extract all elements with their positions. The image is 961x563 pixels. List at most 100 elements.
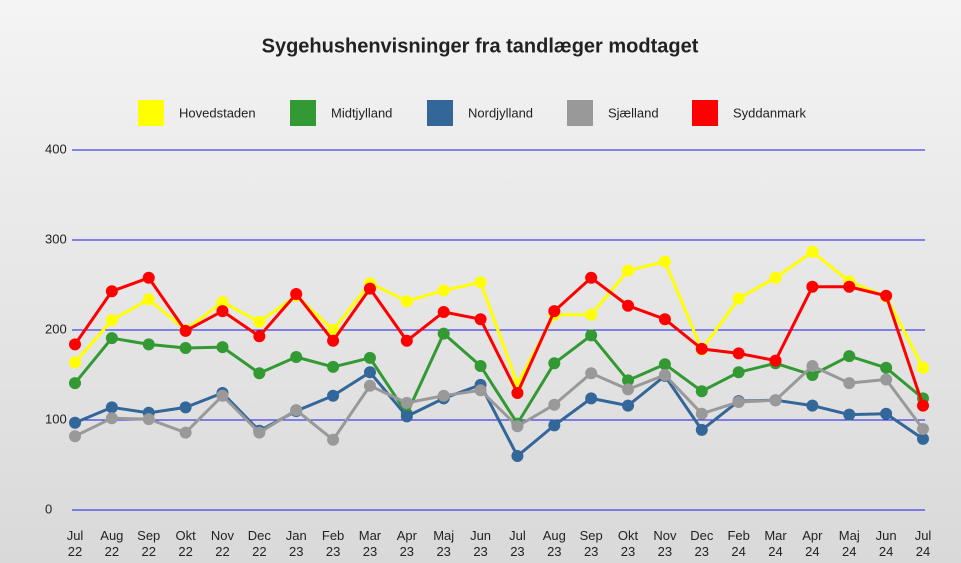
x-tick-label: Dec 23 — [690, 528, 714, 559]
series-point — [437, 306, 450, 318]
series-point — [548, 419, 561, 432]
x-tick-label: Nov 23 — [653, 528, 677, 559]
series-point — [622, 383, 635, 396]
series-point — [695, 342, 708, 355]
legend-swatch — [138, 100, 164, 126]
series-point — [548, 357, 561, 370]
series-point — [511, 387, 524, 399]
series-point — [622, 374, 635, 387]
series-point — [105, 401, 118, 414]
series-point — [327, 433, 340, 446]
series-point — [658, 358, 671, 371]
series-point — [253, 426, 266, 439]
series-line — [73, 249, 925, 388]
series-point — [253, 330, 266, 343]
series-point — [511, 420, 524, 433]
series-point — [216, 296, 229, 309]
series-point — [622, 299, 635, 312]
series-point — [843, 377, 856, 390]
series-point — [216, 389, 229, 402]
series-point — [658, 369, 671, 381]
series-point — [622, 264, 635, 277]
legend-swatch — [567, 100, 593, 126]
series-point — [142, 338, 155, 351]
series-point — [142, 271, 155, 284]
series-point — [290, 351, 303, 363]
x-tick-label: Mar 23 — [358, 528, 382, 559]
series-point — [548, 305, 561, 318]
series-point — [69, 430, 81, 443]
series-point — [142, 293, 155, 306]
series-point — [806, 280, 819, 293]
series-point — [917, 432, 929, 445]
series-point — [400, 334, 413, 347]
series-point — [216, 305, 229, 318]
y-tick-label: 300 — [45, 231, 67, 246]
x-tick-label: Apr 24 — [802, 528, 823, 559]
series-point — [290, 404, 303, 417]
series-point — [69, 377, 81, 390]
series-point — [142, 413, 155, 426]
series-point — [880, 289, 893, 302]
series-point — [253, 367, 266, 380]
series-point — [548, 398, 561, 411]
series-point — [474, 360, 487, 372]
x-tick-label: Okt 22 — [175, 528, 196, 559]
y-tick-label: 200 — [45, 321, 67, 336]
x-tick-label: Jul 24 — [914, 528, 932, 559]
x-tick-label: Jun 23 — [470, 528, 492, 559]
series-point — [69, 338, 81, 351]
series-point — [105, 412, 118, 425]
series-point — [474, 276, 487, 289]
series-line — [74, 370, 924, 459]
series-point — [806, 360, 819, 372]
x-tick-label: Jun 24 — [875, 528, 897, 559]
legend-label: Sjælland — [608, 105, 659, 120]
legend-swatch — [427, 100, 453, 126]
series-point — [327, 360, 340, 373]
series-point — [806, 399, 819, 412]
x-tick-label: Nov 22 — [210, 528, 235, 559]
series-point — [400, 295, 413, 308]
x-tick-label: Okt 23 — [617, 528, 639, 559]
series-point — [363, 366, 376, 379]
legend-swatch — [290, 100, 316, 126]
x-tick-label: Jul 22 — [66, 528, 84, 559]
series-point — [732, 396, 745, 408]
legend-label: Midtjylland — [331, 105, 392, 120]
series-point — [327, 324, 340, 336]
series-point — [290, 288, 303, 300]
series-point — [843, 350, 856, 363]
chart-title: Sygehushenvisninger fra tandlæger modtag… — [262, 35, 699, 57]
series-point — [400, 410, 413, 423]
x-tick-label: Sep 22 — [137, 528, 161, 559]
series-point — [622, 399, 635, 412]
series-point — [880, 361, 893, 374]
legend-label: Syddanmark — [733, 105, 806, 120]
series-point — [327, 389, 340, 402]
x-tick-label: Sep 23 — [579, 528, 603, 559]
series-point — [179, 426, 192, 439]
legend-swatch — [692, 100, 718, 126]
series-point — [695, 423, 708, 436]
series-point — [658, 255, 671, 268]
series-point — [253, 315, 266, 328]
series-point — [585, 392, 598, 405]
y-tick-label: 0 — [45, 501, 52, 516]
series-point — [695, 385, 708, 398]
series-point — [179, 342, 192, 354]
x-tick-label: Aug 22 — [100, 528, 124, 559]
legend-label: Hovedstaden — [179, 105, 256, 120]
series-point — [585, 329, 598, 342]
series-point — [880, 407, 893, 420]
series-point — [769, 354, 782, 367]
series-point — [769, 394, 782, 407]
series-point — [917, 423, 929, 435]
x-tick-label: Feb 24 — [727, 528, 750, 559]
series-point — [585, 308, 598, 321]
series-point — [843, 280, 856, 293]
x-tick-label: Aug 23 — [542, 528, 566, 559]
y-tick-label: 100 — [45, 411, 67, 426]
series-point — [437, 327, 450, 340]
